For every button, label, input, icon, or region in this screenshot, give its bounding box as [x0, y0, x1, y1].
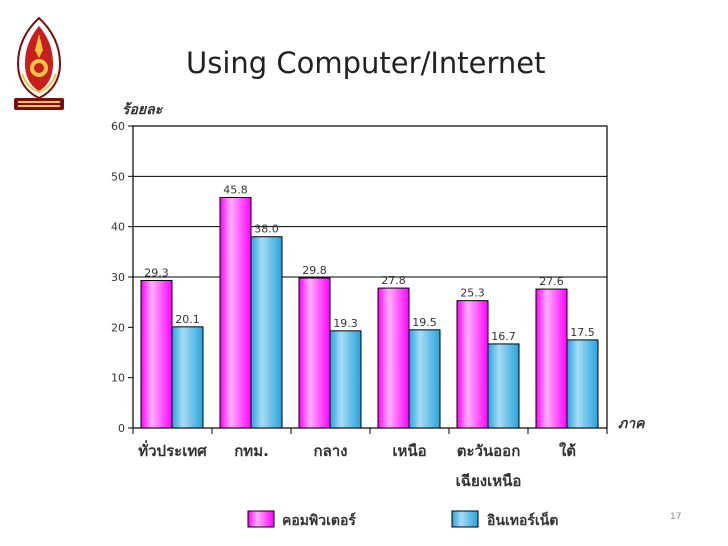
- data-label: 17.5: [570, 326, 595, 339]
- legend-label: อินเทอร์เน็ต: [486, 511, 558, 529]
- page-number: 17: [670, 512, 682, 522]
- internet-bar: [250, 236, 283, 429]
- x-category-label: กทม.: [234, 442, 269, 460]
- legend-label: คอมพิวเตอร์: [282, 512, 356, 529]
- data-label: 29.3: [144, 267, 169, 280]
- y-tick-label: 10: [111, 372, 125, 385]
- y-tick-label: 0: [118, 422, 125, 435]
- computer-bar: [456, 300, 489, 429]
- computer-bar: [535, 288, 568, 429]
- data-label: 29.8: [302, 264, 327, 277]
- x-category-label: กลาง: [313, 442, 347, 460]
- internet-bar: [487, 343, 520, 429]
- y-tick-label: 20: [111, 321, 125, 334]
- legend-swatch-computer: [247, 510, 275, 528]
- legend-swatch-internet: [451, 510, 479, 528]
- computer-bar: [140, 280, 173, 429]
- x-category-label: ใต้: [559, 442, 576, 460]
- internet-bar: [566, 339, 599, 429]
- data-label: 27.8: [381, 274, 406, 287]
- data-label: 20.1: [175, 313, 200, 326]
- data-label: 27.6: [539, 275, 564, 288]
- y-tick-label: 30: [111, 271, 125, 284]
- internet-bar: [329, 330, 362, 429]
- data-label: 19.3: [333, 317, 358, 330]
- computer-bar: [298, 277, 331, 429]
- data-label: 19.5: [412, 316, 437, 329]
- y-axis-label: ร้อยละ: [122, 102, 164, 118]
- x-category-label: ทั่วประเทศ: [138, 440, 207, 460]
- data-label: 45.8: [223, 183, 248, 196]
- y-tick-label: 60: [111, 120, 125, 133]
- x-axis-label: ภาค: [618, 416, 646, 432]
- data-label: 16.7: [491, 330, 516, 343]
- x-category-label: ตะวันออก: [457, 442, 521, 460]
- x-category-label: เฉียงเหนือ: [456, 472, 522, 490]
- data-label: 25.3: [460, 287, 485, 300]
- y-tick-label: 40: [111, 221, 125, 234]
- computer-bar: [219, 196, 252, 429]
- internet-bar: [408, 329, 441, 429]
- slide-title: Using Computer/Internet: [186, 46, 546, 80]
- x-category-label: เหนือ: [392, 442, 426, 460]
- university-emblem-icon: [14, 16, 64, 110]
- data-label: 38.0: [254, 223, 279, 236]
- internet-bar: [171, 326, 204, 429]
- computer-bar: [377, 287, 410, 429]
- y-tick-label: 50: [111, 170, 125, 183]
